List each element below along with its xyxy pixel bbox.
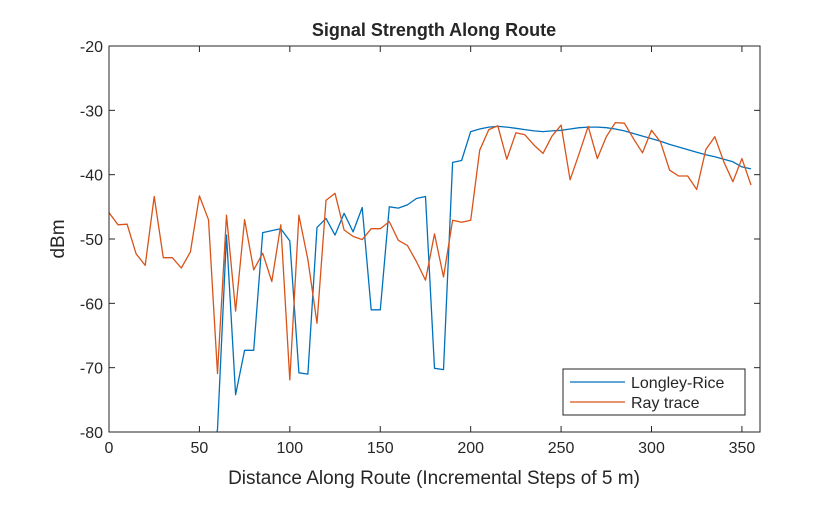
legend-label-ray-trace: Ray trace — [631, 395, 700, 412]
legend-label-longley-rice: Longley-Rice — [631, 375, 724, 392]
y-tick-label: -40 — [80, 168, 103, 185]
y-axis-label: dBm — [48, 219, 69, 258]
x-tick-label: 0 — [105, 440, 114, 457]
y-tick-label: -20 — [80, 39, 103, 56]
x-axis-label: Distance Along Route (Incremental Steps … — [228, 468, 640, 489]
x-tick-label: 100 — [276, 440, 303, 457]
x-tick-label: 150 — [367, 440, 394, 457]
x-tick-label: 350 — [729, 440, 756, 457]
y-tick-label: -60 — [80, 296, 103, 313]
series-line-ray-trace — [109, 121, 752, 381]
x-tick-label: 250 — [548, 440, 575, 457]
y-tick-label: -80 — [80, 425, 103, 442]
chart-title: Signal Strength Along Route — [312, 20, 556, 40]
legend: Longley-Rice Ray trace — [562, 368, 746, 416]
y-tick-label: -50 — [80, 232, 103, 249]
x-tick-label: 50 — [191, 440, 209, 457]
x-tick-label: 200 — [457, 440, 484, 457]
legend-box — [562, 368, 746, 416]
y-tick-label: -70 — [80, 361, 103, 378]
x-tick-label: 300 — [638, 440, 665, 457]
y-tick-label: -30 — [80, 103, 103, 120]
